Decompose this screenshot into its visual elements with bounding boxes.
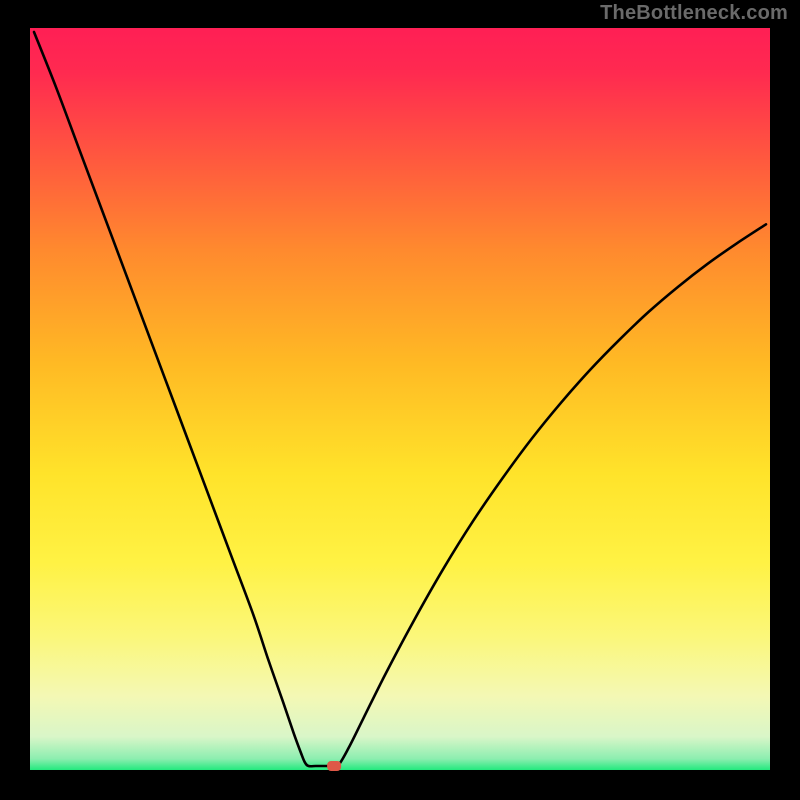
- watermark-text: TheBottleneck.com: [600, 2, 788, 25]
- chart-svg: [0, 0, 800, 800]
- bottleneck-chart: TheBottleneck.com: [0, 0, 800, 800]
- plot-region: [30, 28, 770, 770]
- optimum-marker: [327, 761, 341, 771]
